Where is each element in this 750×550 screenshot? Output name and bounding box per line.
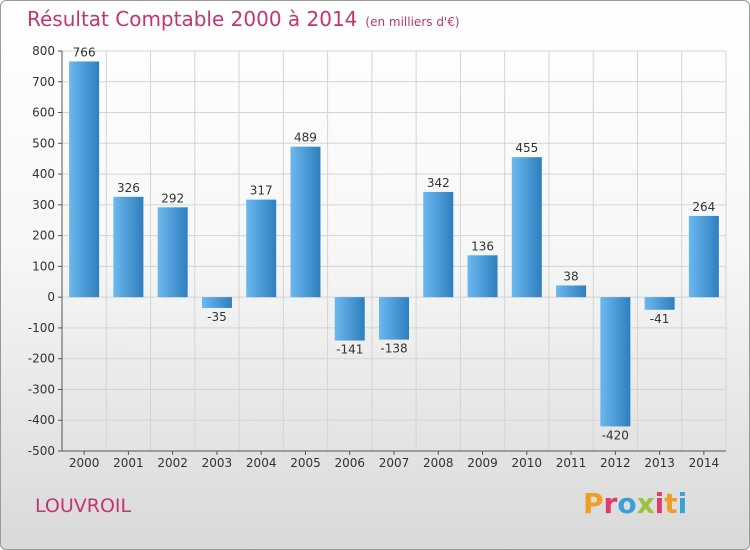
value-label-2011: 38 (563, 269, 578, 283)
commune-label: LOUVROIL (35, 495, 132, 517)
bar-2007 (379, 297, 409, 340)
bar-2011 (556, 285, 587, 298)
value-label-2008: 342 (427, 176, 450, 190)
logo-letter-0: P (583, 487, 604, 520)
bar-2009 (467, 255, 498, 298)
y-tick-label-8: 0 (47, 290, 55, 304)
value-label-2010: 455 (515, 141, 538, 155)
x-tick-label-2007: 2007 (379, 456, 410, 470)
y-tick-label-1: 700 (32, 75, 55, 89)
bar-2010 (511, 157, 542, 298)
bar-2003 (201, 297, 232, 308)
bar-2005 (290, 146, 321, 298)
bar-2013 (644, 297, 675, 310)
y-tick-label-12: -400 (28, 413, 55, 427)
bar-2014 (688, 215, 719, 298)
chart-title-text: Résultat Comptable 2000 à 2014 (27, 7, 358, 31)
x-tick-label-2006: 2006 (334, 456, 365, 470)
x-tick-label-2010: 2010 (512, 456, 543, 470)
x-tick-label-2000: 2000 (69, 456, 100, 470)
logo-letter-1: r (603, 487, 618, 520)
y-tick-label-0: 800 (32, 44, 55, 58)
y-tick-label-4: 400 (32, 167, 55, 181)
value-label-2006: -141 (336, 343, 363, 357)
x-tick-label-2004: 2004 (246, 456, 277, 470)
value-label-2000: 766 (73, 45, 96, 59)
chart-subtitle: (en milliers d'€) (365, 15, 460, 29)
x-tick-label-2005: 2005 (290, 456, 321, 470)
value-label-2009: 136 (471, 239, 494, 253)
logo-letter-3: x (636, 487, 655, 520)
y-tick-label-5: 300 (32, 198, 55, 212)
x-tick-label-2011: 2011 (556, 456, 587, 470)
bar-2001 (113, 196, 144, 298)
y-tick-label-10: -200 (28, 352, 55, 366)
value-label-2004: 317 (250, 184, 273, 198)
x-tick-label-2001: 2001 (113, 456, 144, 470)
bar-2006 (334, 297, 365, 341)
y-tick-label-3: 500 (32, 136, 55, 150)
value-label-2007: -138 (380, 342, 407, 356)
x-tick-label-2014: 2014 (689, 456, 720, 470)
axis-layer: 800 700 600 500 400 300 200 100 0 -100 -200 -300 -40… (28, 44, 726, 470)
x-tick-label-2012: 2012 (600, 456, 631, 470)
x-tick-label-2009: 2009 (467, 456, 498, 470)
y-tick-label-2: 600 (32, 106, 55, 120)
x-tick-label-2008: 2008 (423, 456, 454, 470)
value-label-2005: 489 (294, 131, 317, 145)
bars-layer (69, 61, 719, 427)
value-label-2003: -35 (207, 310, 227, 324)
y-tick-label-6: 200 (32, 229, 55, 243)
logo-letter-6: i (677, 487, 688, 520)
y-tick-label-9: -100 (28, 321, 55, 335)
bar-2008 (423, 191, 454, 298)
bar-2004 (246, 199, 277, 298)
logo-letter-4: i (654, 487, 665, 520)
value-label-2002: 292 (161, 191, 184, 205)
bar-2012 (600, 297, 631, 427)
logo-letter-5: t (664, 487, 678, 520)
x-tick-label-2002: 2002 (157, 456, 188, 470)
labels-layer: 766 326 292 -35 317 489 -141 -138 342 136 455 38 -42… (73, 45, 716, 442)
chart-title: Résultat Comptable 2000 à 2014 (en millie… (27, 7, 460, 31)
y-tick-label-13: -500 (28, 444, 55, 458)
value-label-2001: 326 (117, 181, 140, 195)
x-tick-label-2003: 2003 (202, 456, 233, 470)
y-tick-label-7: 100 (32, 259, 55, 273)
x-tick-label-2013: 2013 (644, 456, 675, 470)
logo-letter-2: o (617, 487, 637, 520)
value-label-2012: -420 (602, 428, 629, 442)
proxiti-logo: Proxiti (583, 487, 687, 520)
y-tick-label-11: -300 (28, 382, 55, 396)
bar-2002 (157, 207, 188, 298)
value-label-2014: 264 (692, 200, 715, 214)
value-label-2013: -41 (650, 312, 670, 326)
bar-2000 (69, 61, 100, 298)
